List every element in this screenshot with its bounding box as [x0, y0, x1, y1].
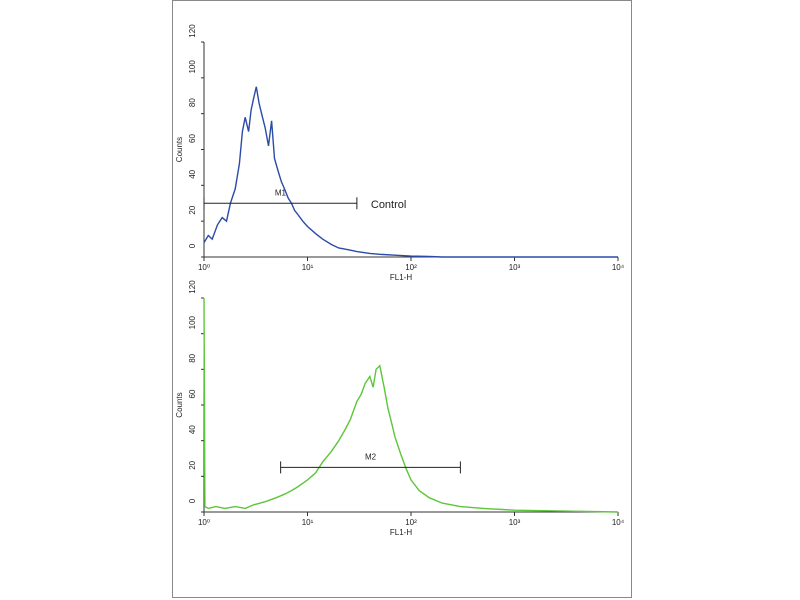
figure-frame — [172, 0, 632, 598]
y-tick-label: 20 — [188, 205, 197, 214]
y-axis-label: Counts — [175, 137, 184, 162]
gate-label: M1 — [275, 188, 287, 197]
y-tick-label: 120 — [188, 280, 197, 294]
y-tick-label: 40 — [188, 169, 197, 178]
x-tick-label: 10³ — [509, 263, 521, 272]
x-tick-label: 10² — [405, 263, 417, 272]
y-tick-label: 80 — [188, 98, 197, 107]
y-tick-label: 100 — [188, 60, 197, 74]
x-tick-label: 10¹ — [302, 263, 314, 272]
y-tick-label: 120 — [188, 24, 197, 38]
y-tick-label: 100 — [188, 315, 197, 329]
y-axis-label: Counts — [175, 392, 184, 417]
y-tick-label: 60 — [188, 389, 197, 398]
x-tick-label: 10³ — [509, 518, 521, 527]
y-tick-label: 0 — [188, 243, 197, 248]
x-tick-label: 10⁰ — [198, 263, 210, 272]
histogram-line — [203, 86, 618, 258]
x-tick-label: 10² — [405, 518, 417, 527]
y-tick-label: 20 — [188, 460, 197, 469]
x-axis-label: FL1-H — [390, 528, 412, 537]
annotation: Control — [371, 199, 406, 211]
histogram-line — [203, 297, 619, 513]
x-tick-label: 10⁴ — [612, 263, 625, 272]
x-tick-label: 10¹ — [302, 518, 314, 527]
gate-label: M2 — [365, 453, 377, 462]
y-tick-label: 0 — [188, 498, 197, 503]
x-tick-label: 10⁴ — [612, 518, 625, 527]
y-tick-label: 60 — [188, 134, 197, 143]
x-axis-label: FL1-H — [390, 273, 412, 282]
y-tick-label: 40 — [188, 425, 197, 434]
x-tick-label: 10⁰ — [198, 518, 210, 527]
y-tick-label: 80 — [188, 353, 197, 362]
